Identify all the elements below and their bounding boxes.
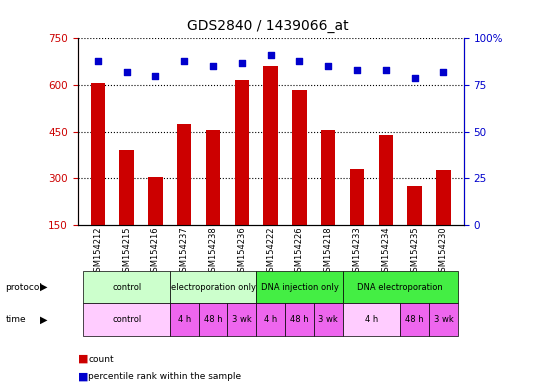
Bar <box>292 89 307 271</box>
Bar <box>235 80 249 271</box>
Bar <box>350 169 364 271</box>
Bar <box>378 135 393 271</box>
Text: time: time <box>5 315 26 324</box>
Point <box>382 67 390 73</box>
Point <box>151 73 160 79</box>
Text: 4 h: 4 h <box>264 315 277 324</box>
Bar <box>84 303 170 336</box>
Text: percentile rank within the sample: percentile rank within the sample <box>88 372 242 381</box>
Point <box>122 69 131 75</box>
Text: control: control <box>112 283 142 291</box>
Bar <box>177 124 191 271</box>
Bar <box>227 303 256 336</box>
Text: 4 h: 4 h <box>177 315 191 324</box>
Text: GDS2840 / 1439066_at: GDS2840 / 1439066_at <box>187 19 349 33</box>
Bar <box>256 271 343 303</box>
Text: DNA injection only: DNA injection only <box>260 283 338 291</box>
Text: ■: ■ <box>78 354 88 364</box>
Point <box>411 74 419 81</box>
Text: 48 h: 48 h <box>290 315 309 324</box>
Point <box>180 58 189 64</box>
Bar <box>84 271 170 303</box>
Bar <box>91 83 105 271</box>
Point <box>94 58 102 64</box>
Text: protocol: protocol <box>5 283 42 291</box>
Bar <box>436 170 451 271</box>
Text: 4 h: 4 h <box>365 315 378 324</box>
Text: control: control <box>112 315 142 324</box>
Text: 3 wk: 3 wk <box>232 315 252 324</box>
Bar <box>285 303 314 336</box>
Point <box>209 63 218 70</box>
Bar <box>120 150 134 271</box>
Text: electroporation only: electroporation only <box>170 283 256 291</box>
Bar <box>343 303 400 336</box>
Point <box>295 58 304 64</box>
Text: ▶: ▶ <box>40 282 48 292</box>
Text: 3 wk: 3 wk <box>434 315 453 324</box>
Bar <box>400 303 429 336</box>
Point <box>266 52 275 58</box>
Point <box>439 69 448 75</box>
Bar <box>407 186 422 271</box>
Text: ▶: ▶ <box>40 314 48 325</box>
Bar <box>256 303 285 336</box>
Text: count: count <box>88 354 114 364</box>
Bar <box>199 303 227 336</box>
Bar <box>314 303 343 336</box>
Bar <box>429 303 458 336</box>
Text: ■: ■ <box>78 371 88 381</box>
Bar <box>264 66 278 271</box>
Text: 3 wk: 3 wk <box>318 315 338 324</box>
Point <box>353 67 361 73</box>
Bar <box>343 271 458 303</box>
Point <box>237 60 246 66</box>
Bar <box>148 177 163 271</box>
Text: 48 h: 48 h <box>405 315 424 324</box>
Text: 48 h: 48 h <box>204 315 222 324</box>
Point <box>324 63 332 70</box>
Text: DNA electroporation: DNA electroporation <box>358 283 443 291</box>
Bar <box>170 303 199 336</box>
Bar <box>170 271 256 303</box>
Bar <box>206 130 220 271</box>
Bar <box>321 130 336 271</box>
